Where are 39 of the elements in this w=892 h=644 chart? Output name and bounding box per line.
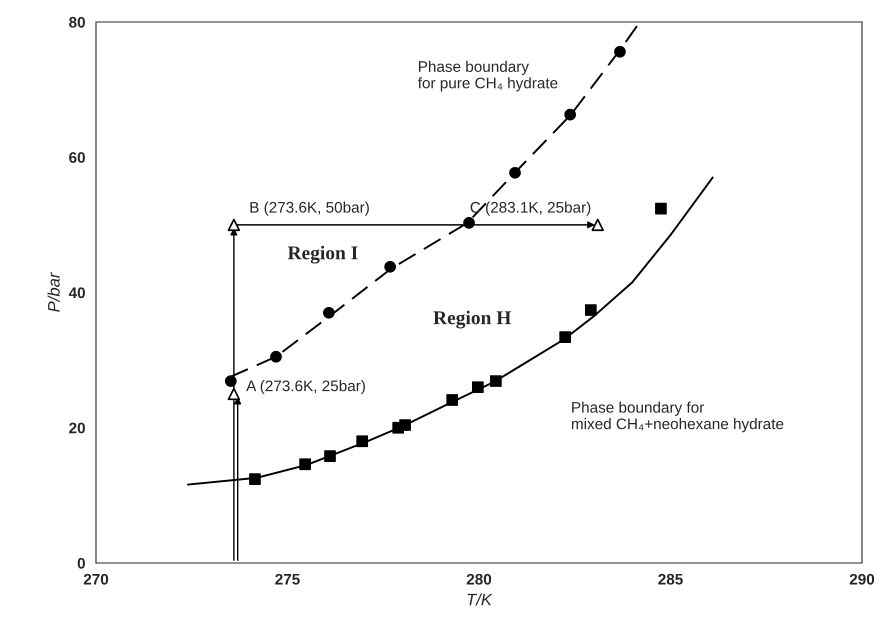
point bbox=[472, 381, 484, 394]
point bbox=[270, 350, 282, 363]
annotation: A (273.6K, 25bar) bbox=[246, 380, 365, 394]
x-tick-label: 275 bbox=[275, 574, 300, 585]
point bbox=[228, 388, 240, 400]
point bbox=[564, 108, 576, 120]
point bbox=[228, 218, 240, 232]
annotation: C (283.1K, 25bar) bbox=[470, 202, 590, 216]
point bbox=[490, 375, 502, 387]
x-axis-title: T/K bbox=[468, 593, 493, 606]
x-tick-label: 280 bbox=[466, 574, 492, 585]
y-tick-label: 40 bbox=[68, 287, 85, 298]
point bbox=[592, 218, 604, 232]
annotation: Region I bbox=[288, 246, 358, 264]
point bbox=[509, 166, 521, 179]
point bbox=[399, 419, 411, 431]
annotation: Region H bbox=[433, 310, 512, 328]
point bbox=[356, 435, 368, 448]
y-axis-title: P/bar bbox=[48, 272, 60, 312]
point bbox=[323, 306, 335, 319]
y-tick-label: 60 bbox=[69, 152, 85, 163]
point bbox=[655, 202, 667, 214]
point bbox=[324, 450, 336, 462]
x-tick-label: 290 bbox=[850, 574, 874, 585]
x-tick-label: 270 bbox=[84, 574, 108, 585]
point bbox=[446, 394, 458, 406]
point bbox=[249, 473, 261, 485]
point bbox=[559, 331, 572, 343]
annotation: Phase boundary for mixed CH₄+neohexane hydrate bbox=[572, 402, 784, 432]
y-tick-label: 80 bbox=[69, 16, 85, 28]
point bbox=[299, 458, 311, 470]
y-tick-label: 0 bbox=[78, 558, 85, 569]
point bbox=[384, 260, 396, 273]
x-tick-label: 285 bbox=[658, 574, 683, 585]
annotation: Phase boundary for pure CH₄ hydrate bbox=[418, 60, 558, 92]
annotation: B (273.6K, 50bar) bbox=[250, 202, 369, 216]
y-tick-label: 20 bbox=[69, 422, 85, 434]
point bbox=[584, 304, 597, 316]
point bbox=[614, 46, 626, 58]
